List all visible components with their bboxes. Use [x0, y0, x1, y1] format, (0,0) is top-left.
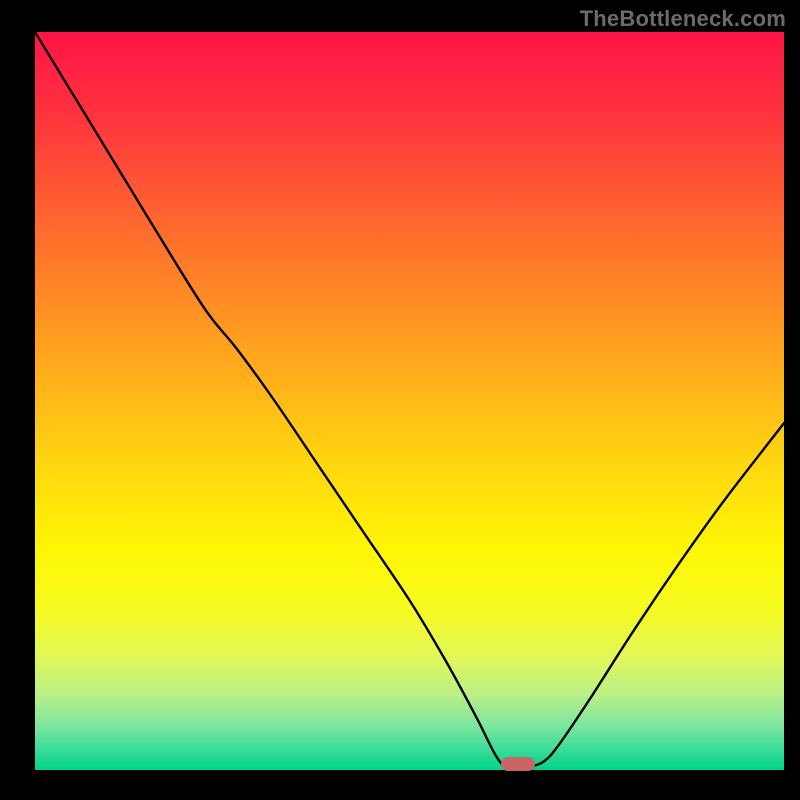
bottleneck-curve	[35, 32, 784, 770]
plot-area	[35, 32, 784, 770]
minimum-marker	[501, 757, 535, 771]
chart-frame: TheBottleneck.com	[0, 0, 800, 800]
watermark-text: TheBottleneck.com	[580, 6, 786, 32]
